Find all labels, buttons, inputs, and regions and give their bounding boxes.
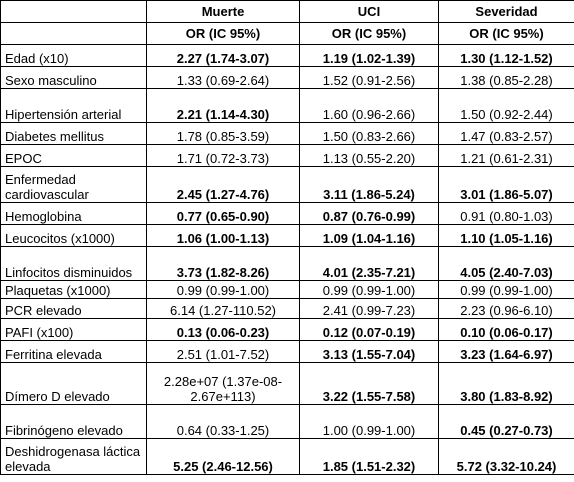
table-row: Sexo masculino 1.33 (0.69-2.64) 1.52 (0.91… bbox=[0, 66, 574, 89]
table-row: PAFI (x100) 0.13 (0.06-0.23) 0.12 (0.07-0.… bbox=[0, 318, 574, 341]
cell-muerte: 0.13 (0.06-0.23) bbox=[146, 318, 300, 341]
cell-uci: 1.50 (0.83-2.66) bbox=[299, 122, 439, 145]
table-row: PCR elevado 6.14 (1.27-110.52) 2.41 (0.99-… bbox=[0, 298, 574, 319]
cell-severidad: 3.80 (1.83-8.92) bbox=[438, 362, 574, 405]
row-label: Fibrinógeno elevado bbox=[0, 404, 147, 439]
subheader-blank bbox=[0, 22, 147, 45]
row-label: Edad (x10) bbox=[0, 44, 147, 67]
cell-severidad: 1.38 (0.85-2.28) bbox=[438, 66, 574, 89]
table-row: Deshidrogenasa láctica elevada 5.25 (2.46… bbox=[0, 438, 574, 475]
cell-severidad: 3.01 (1.86-5.07) bbox=[438, 166, 574, 203]
cell-muerte: 2.27 (1.74-3.07) bbox=[146, 44, 300, 67]
cell-severidad: 4.05 (2.40-7.03) bbox=[438, 246, 574, 281]
table-row: Dímero D elevado 2.28e+07 (1.37e-08-2.67e… bbox=[0, 362, 574, 405]
row-label: Diabetes mellitus bbox=[0, 122, 147, 145]
cell-severidad: 0.99 (0.99-1.00) bbox=[438, 280, 574, 299]
cell-severidad: 1.47 (0.83-2.57) bbox=[438, 122, 574, 145]
header-muerte: Muerte bbox=[146, 0, 300, 23]
table-row: EPOC 1.71 (0.72-3.73) 1.13 (0.55-2.20) 1.21… bbox=[0, 144, 574, 167]
cell-muerte: 2.51 (1.01-7.52) bbox=[146, 340, 300, 363]
cell-muerte: 2.45 (1.27-4.76) bbox=[146, 166, 300, 203]
cell-muerte: 0.64 (0.33-1.25) bbox=[146, 404, 300, 439]
cell-severidad: 5.72 (3.32-10.24) bbox=[438, 438, 574, 475]
row-label: EPOC bbox=[0, 144, 147, 167]
cell-muerte: 6.14 (1.27-110.52) bbox=[146, 298, 300, 319]
subheader-row: OR (IC 95%) OR (IC 95%) OR (IC 95%) bbox=[0, 22, 574, 45]
header-blank bbox=[0, 0, 147, 23]
row-label: Sexo masculino bbox=[0, 66, 147, 89]
cell-uci: 3.13 (1.55-7.04) bbox=[299, 340, 439, 363]
cell-uci: 3.11 (1.86-5.24) bbox=[299, 166, 439, 203]
cell-uci: 4.01 (2.35-7.21) bbox=[299, 246, 439, 281]
cell-uci: 1.09 (1.04-1.16) bbox=[299, 224, 439, 247]
row-label: Enfermedad cardiovascular bbox=[0, 166, 147, 203]
cell-muerte: 1.71 (0.72-3.73) bbox=[146, 144, 300, 167]
subheader-muerte: OR (IC 95%) bbox=[146, 22, 300, 45]
table-row: Fibrinógeno elevado 0.64 (0.33-1.25) 1.00 … bbox=[0, 404, 574, 439]
table-row: Edad (x10) 2.27 (1.74-3.07) 1.19 (1.02-1.3… bbox=[0, 44, 574, 67]
row-label: Leucocitos (x1000) bbox=[0, 224, 147, 247]
cell-severidad: 1.50 (0.92-2.44) bbox=[438, 88, 574, 123]
cell-muerte: 1.06 (1.00-1.13) bbox=[146, 224, 300, 247]
table-row: Linfocitos disminuidos 3.73 (1.82-8.26) 4.… bbox=[0, 246, 574, 281]
cell-severidad: 2.23 (0.96-6.10) bbox=[438, 298, 574, 319]
cell-uci: 1.13 (0.55-2.20) bbox=[299, 144, 439, 167]
table-row: Enfermedad cardiovascular 2.45 (1.27-4.76… bbox=[0, 166, 574, 203]
header-row: Muerte UCI Severidad bbox=[0, 0, 574, 23]
cell-uci: 3.22 (1.55-7.58) bbox=[299, 362, 439, 405]
cell-severidad: 0.10 (0.06-0.17) bbox=[438, 318, 574, 341]
table-row: Plaquetas (x1000) 0.99 (0.99-1.00) 0.99 (0… bbox=[0, 280, 574, 299]
cell-muerte: 0.77 (0.65-0.90) bbox=[146, 202, 300, 225]
row-label: PCR elevado bbox=[0, 298, 147, 319]
row-label: Deshidrogenasa láctica elevada bbox=[0, 438, 147, 475]
row-label: PAFI (x100) bbox=[0, 318, 147, 341]
cell-uci: 1.00 (0.99-1.00) bbox=[299, 404, 439, 439]
cell-uci: 0.99 (0.99-1.00) bbox=[299, 280, 439, 299]
cell-severidad: 0.45 (0.27-0.73) bbox=[438, 404, 574, 439]
row-label: Ferritina elevada bbox=[0, 340, 147, 363]
cell-muerte: 2.21 (1.14-4.30) bbox=[146, 88, 300, 123]
cell-uci: 1.52 (0.91-2.56) bbox=[299, 66, 439, 89]
cell-muerte: 3.73 (1.82-8.26) bbox=[146, 246, 300, 281]
cell-uci: 0.87 (0.76-0.99) bbox=[299, 202, 439, 225]
cell-muerte: 1.33 (0.69-2.64) bbox=[146, 66, 300, 89]
cell-muerte: 1.78 (0.85-3.59) bbox=[146, 122, 300, 145]
row-label: Linfocitos disminuidos bbox=[0, 246, 147, 281]
row-label: Dímero D elevado bbox=[0, 362, 147, 405]
table-row: Hipertensión arterial 2.21 (1.14-4.30) 1.6… bbox=[0, 88, 574, 123]
cell-uci: 1.85 (1.51-2.32) bbox=[299, 438, 439, 475]
cell-severidad: 0.91 (0.80-1.03) bbox=[438, 202, 574, 225]
cell-muerte: 0.99 (0.99-1.00) bbox=[146, 280, 300, 299]
row-label: Hipertensión arterial bbox=[0, 88, 147, 123]
subheader-severidad: OR (IC 95%) bbox=[438, 22, 574, 45]
cell-severidad: 1.21 (0.61-2.31) bbox=[438, 144, 574, 167]
cell-severidad: 1.30 (1.12-1.52) bbox=[438, 44, 574, 67]
cell-severidad: 1.10 (1.05-1.16) bbox=[438, 224, 574, 247]
cell-uci: 0.12 (0.07-0.19) bbox=[299, 318, 439, 341]
row-label: Hemoglobina bbox=[0, 202, 147, 225]
table-row: Leucocitos (x1000) 1.06 (1.00-1.13) 1.09 (… bbox=[0, 224, 574, 247]
table-row: Ferritina elevada 2.51 (1.01-7.52) 3.13 (1… bbox=[0, 340, 574, 363]
cell-uci: 1.19 (1.02-1.39) bbox=[299, 44, 439, 67]
row-label: Plaquetas (x1000) bbox=[0, 280, 147, 299]
cell-muerte: 2.28e+07 (1.37e-08-2.67e+113) bbox=[146, 362, 300, 405]
header-uci: UCI bbox=[299, 0, 439, 23]
table-row: Diabetes mellitus 1.78 (0.85-3.59) 1.50 (0… bbox=[0, 122, 574, 145]
table-row: Hemoglobina 0.77 (0.65-0.90) 0.87 (0.76-0.… bbox=[0, 202, 574, 225]
subheader-uci: OR (IC 95%) bbox=[299, 22, 439, 45]
cell-muerte: 5.25 (2.46-12.56) bbox=[146, 438, 300, 475]
cell-uci: 1.60 (0.96-2.66) bbox=[299, 88, 439, 123]
cell-uci: 2.41 (0.99-7.23) bbox=[299, 298, 439, 319]
cell-severidad: 3.23 (1.64-6.97) bbox=[438, 340, 574, 363]
header-severidad: Severidad bbox=[438, 0, 574, 23]
